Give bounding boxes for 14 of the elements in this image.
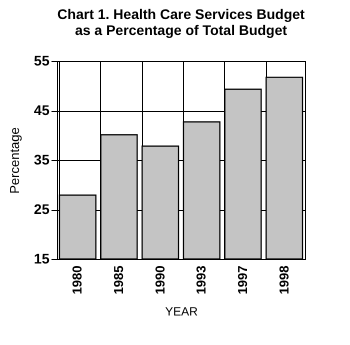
x-tick-label: 1997 (235, 266, 250, 294)
y-tick-label: 55 (34, 52, 50, 68)
x-tick-label: 1985 (111, 266, 126, 294)
y-tick-label: 15 (34, 250, 50, 266)
y-tick-label: 25 (34, 201, 50, 217)
x-tick-label: 1980 (70, 266, 85, 294)
x-tick-label: 1990 (152, 266, 168, 294)
x-tick-label: 1998 (276, 266, 292, 294)
chart-title: Chart 1. Health Care Services Budget as a Percentage of Total Budget (57, 6, 306, 38)
y-tick-label: 45 (34, 102, 50, 118)
y-tick-label: 35 (34, 152, 50, 168)
x-tick-label: 1993 (194, 266, 209, 294)
x-axis-title: YEAR (165, 304, 198, 318)
y-axis-title: Percentage (6, 127, 22, 194)
